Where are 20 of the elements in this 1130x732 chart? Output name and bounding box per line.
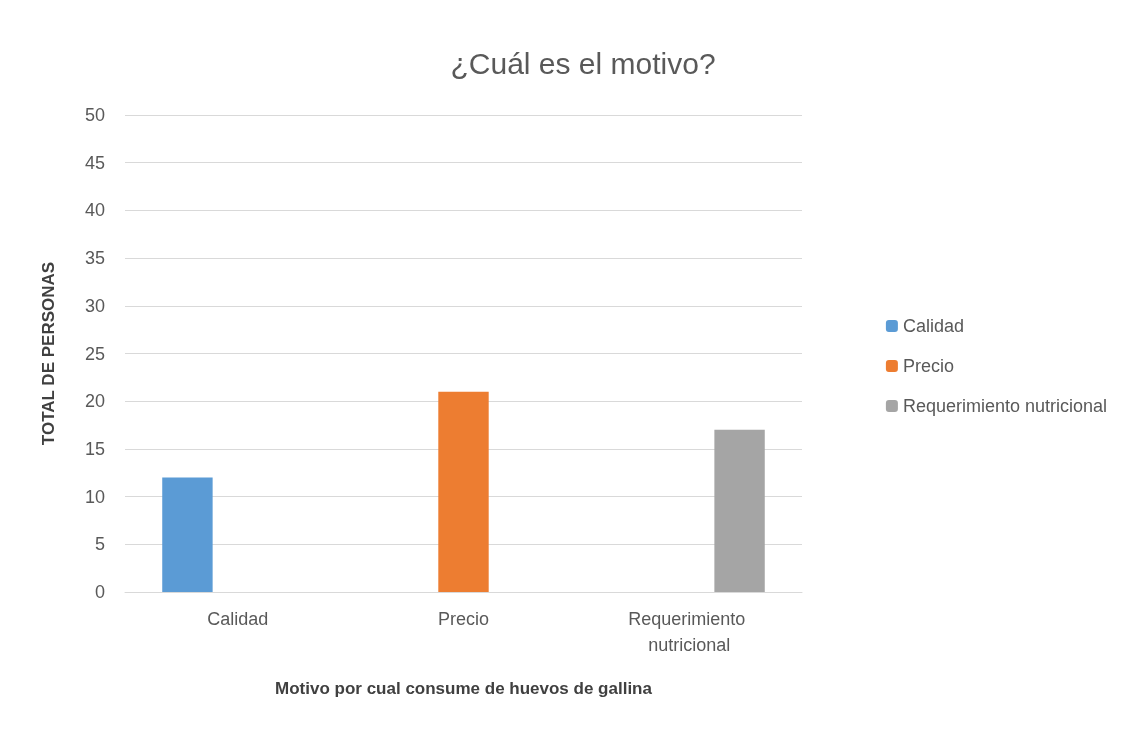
chart-title: ¿Cuál es el motivo? xyxy=(450,46,716,80)
x-axis-title: Motivo por cual consume de huevos de gallina xyxy=(275,679,653,698)
y-tick-label: 45 xyxy=(84,152,105,173)
legend-label: Precio xyxy=(902,356,954,376)
y-axis-title: TOTAL DE PERSONAS xyxy=(39,261,58,446)
y-tick-label: 30 xyxy=(84,295,105,316)
y-tick-label: 5 xyxy=(94,534,105,555)
y-tick-label: 35 xyxy=(84,248,105,269)
y-tick-label: 10 xyxy=(84,486,105,507)
y-tick-label: 25 xyxy=(84,343,105,364)
x-tick-label: Calidad xyxy=(207,609,269,629)
x-tick-label: Requerimiento nutricional xyxy=(628,609,751,655)
y-tick-label: 20 xyxy=(84,391,105,412)
y-tick-label: 40 xyxy=(84,200,105,221)
y-tick-label: 50 xyxy=(84,105,105,125)
legend-label: Calidad xyxy=(902,316,964,336)
y-tick-label: 15 xyxy=(84,438,105,459)
x-tick-label: Precio xyxy=(437,609,490,629)
legend-label: Requerimiento nutricional xyxy=(902,396,1107,416)
y-tick-label: 0 xyxy=(94,582,105,602)
